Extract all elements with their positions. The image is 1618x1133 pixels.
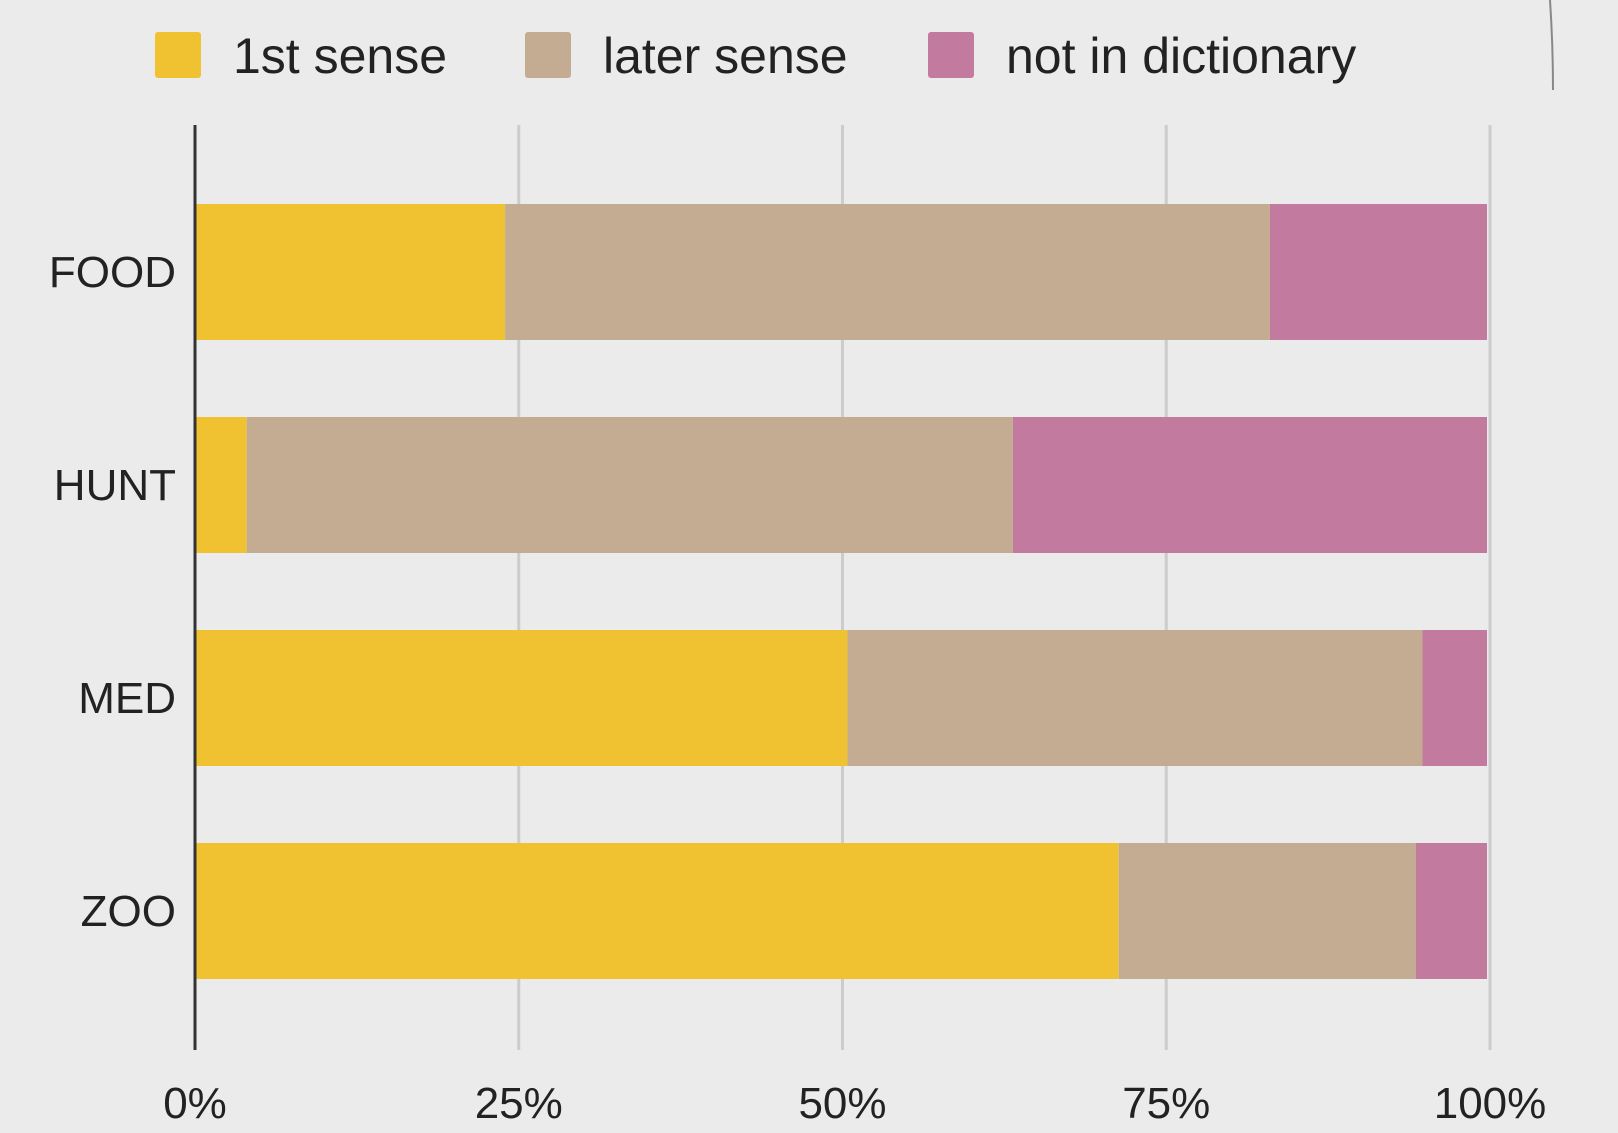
bar-zoo [195, 843, 1487, 979]
corner-mark [1549, 0, 1554, 91]
category-label: HUNT [54, 461, 176, 510]
x-tick-label: 50% [798, 1079, 886, 1128]
bar-med [195, 630, 1487, 766]
legend-swatch [155, 32, 201, 78]
legend-item: 1st sense [155, 28, 447, 84]
x-tick-label: 75% [1122, 1079, 1210, 1128]
bar-segment-later-sense [505, 204, 1270, 340]
x-tick-label: 100% [1434, 1079, 1547, 1128]
legend-label: later sense [603, 28, 848, 84]
legend: 1st sense later sense not in dictionary [155, 28, 1356, 84]
legend-swatch [928, 32, 974, 78]
legend-item: later sense [525, 28, 848, 84]
category-labels: FOOD HUNT MED ZOO [49, 248, 176, 936]
bar-segment-1st-sense [195, 843, 1119, 979]
legend-swatch [525, 32, 571, 78]
legend-item: not in dictionary [928, 28, 1356, 84]
bar-segment-later-sense [847, 630, 1423, 766]
legend-label: 1st sense [233, 28, 447, 84]
bar-hunt [195, 417, 1487, 553]
legend-label: not in dictionary [1006, 28, 1356, 84]
bar-food [195, 204, 1487, 340]
bar-segment-1st-sense [195, 204, 506, 340]
bar-segment-1st-sense [195, 630, 848, 766]
bar-segment-not-in-dictionary [1422, 630, 1487, 766]
category-label: ZOO [81, 887, 176, 936]
category-label: FOOD [49, 248, 176, 297]
bar-segment-1st-sense [195, 417, 247, 553]
x-tick-label: 0% [163, 1079, 227, 1128]
bar-segment-not-in-dictionary [1415, 843, 1487, 979]
bar-segment-later-sense [1118, 843, 1416, 979]
x-tick-label: 25% [475, 1079, 563, 1128]
bar-segment-not-in-dictionary [1269, 204, 1487, 340]
bar-segment-not-in-dictionary [1012, 417, 1487, 553]
category-label: MED [78, 674, 176, 723]
x-tick-labels: 0% 25% 50% 75% 100% [163, 1079, 1546, 1128]
bars [195, 204, 1487, 979]
bar-segment-later-sense [246, 417, 1013, 553]
